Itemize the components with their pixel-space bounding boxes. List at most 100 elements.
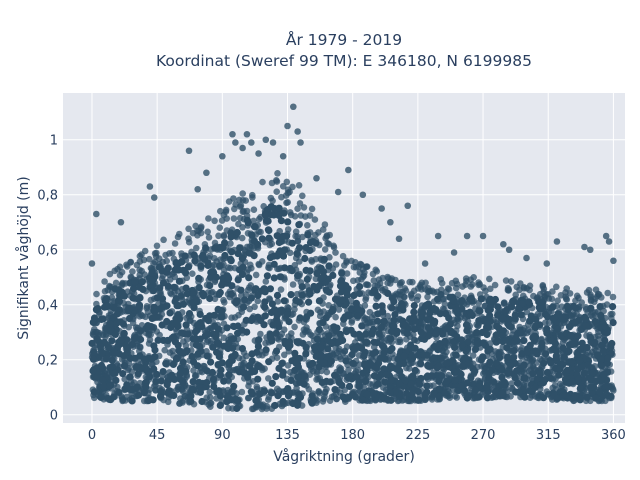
scatter-point xyxy=(189,270,196,278)
scatter-point xyxy=(206,252,214,259)
scatter-point xyxy=(128,397,136,405)
scatter-point xyxy=(220,233,228,240)
scatter-point xyxy=(218,217,226,224)
scatter-point xyxy=(443,377,451,385)
scatter-point xyxy=(145,331,152,339)
scatter-point-outlier xyxy=(387,218,394,226)
scatter-point xyxy=(148,355,156,363)
scatter-point xyxy=(293,250,301,258)
scatter-point xyxy=(451,376,459,385)
scatter-point xyxy=(375,330,383,338)
scatter-point xyxy=(106,270,114,278)
scatter-point xyxy=(568,358,576,366)
scatter-point xyxy=(341,347,349,355)
scatter-point xyxy=(544,313,552,321)
scatter-point xyxy=(563,285,570,292)
scatter-point xyxy=(417,328,425,336)
scatter-point xyxy=(403,336,410,343)
scatter-point xyxy=(97,361,106,370)
scatter-point xyxy=(330,244,338,251)
scatter-point xyxy=(311,216,319,223)
scatter-point xyxy=(176,400,183,407)
scatter-point xyxy=(551,382,559,389)
scatter-point xyxy=(278,330,286,338)
scatter-point xyxy=(439,330,447,338)
scatter-point xyxy=(601,322,609,331)
scatter-point xyxy=(435,377,443,385)
scatter-point xyxy=(463,394,471,402)
scatter-point xyxy=(335,338,343,346)
scatter-point xyxy=(411,344,419,352)
scatter-point xyxy=(390,298,398,306)
scatter-point xyxy=(240,207,247,215)
scatter-point xyxy=(217,256,224,263)
x-tick-label: 315 xyxy=(536,428,561,443)
scatter-point xyxy=(295,182,303,189)
scatter-point xyxy=(324,345,332,353)
scatter-point xyxy=(216,262,224,270)
scatter-point xyxy=(338,269,346,277)
scatter-point-outlier xyxy=(255,150,262,157)
scatter-point xyxy=(486,275,493,283)
scatter-point xyxy=(541,376,549,384)
scatter-point xyxy=(459,362,467,370)
scatter-point xyxy=(228,248,236,256)
scatter-point xyxy=(378,342,386,350)
scatter-point xyxy=(264,226,272,234)
scatter-point xyxy=(578,339,586,347)
scatter-point xyxy=(380,318,388,326)
scatter-point xyxy=(509,354,518,362)
scatter-point xyxy=(462,321,471,329)
scatter-point xyxy=(115,388,123,396)
scatter-point xyxy=(496,354,504,362)
scatter-point xyxy=(554,297,561,305)
scatter-point xyxy=(492,359,501,367)
scatter-point xyxy=(283,199,290,207)
scatter-point xyxy=(148,314,156,322)
scatter-point xyxy=(342,328,351,336)
scatter-point xyxy=(347,297,355,305)
scatter-point xyxy=(261,288,269,296)
scatter-point xyxy=(255,215,263,223)
scatter-point xyxy=(149,396,157,404)
scatter-point-outlier xyxy=(247,139,255,146)
scatter-point xyxy=(539,283,547,290)
scatter-point xyxy=(103,295,111,303)
scatter-point xyxy=(129,294,137,302)
scatter-point xyxy=(365,319,372,326)
scatter-point xyxy=(104,394,112,403)
scatter-point xyxy=(396,379,404,387)
scatter-point xyxy=(313,335,321,343)
scatter-point xyxy=(284,392,293,400)
scatter-point xyxy=(475,307,483,315)
scatter-point xyxy=(451,392,459,400)
scatter-point xyxy=(406,315,414,323)
scatter-point xyxy=(125,323,132,331)
scatter-point xyxy=(220,296,227,304)
scatter-point xyxy=(262,278,270,285)
scatter-point xyxy=(552,355,560,363)
scatter-point xyxy=(343,259,350,266)
scatter-point xyxy=(106,364,114,372)
scatter-point xyxy=(445,286,453,293)
scatter-point xyxy=(239,190,246,197)
scatter-point xyxy=(293,290,301,298)
scatter-point xyxy=(377,284,385,292)
scatter-point xyxy=(323,232,331,239)
scatter-point xyxy=(136,271,143,279)
scatter-point xyxy=(411,317,420,325)
scatter-point xyxy=(362,377,370,385)
scatter-point xyxy=(337,288,345,296)
scatter-point xyxy=(174,341,182,349)
scatter-point xyxy=(165,387,173,395)
y-tick-label: 0,6 xyxy=(37,243,58,258)
scatter-point xyxy=(384,396,392,404)
y-tick-label: 0,2 xyxy=(37,353,58,368)
scatter-point xyxy=(320,272,328,280)
scatter-point xyxy=(593,351,602,359)
scatter-point-outlier xyxy=(93,210,100,218)
scatter-point xyxy=(493,322,501,330)
scatter-point xyxy=(223,393,231,401)
scatter-point xyxy=(526,286,533,294)
